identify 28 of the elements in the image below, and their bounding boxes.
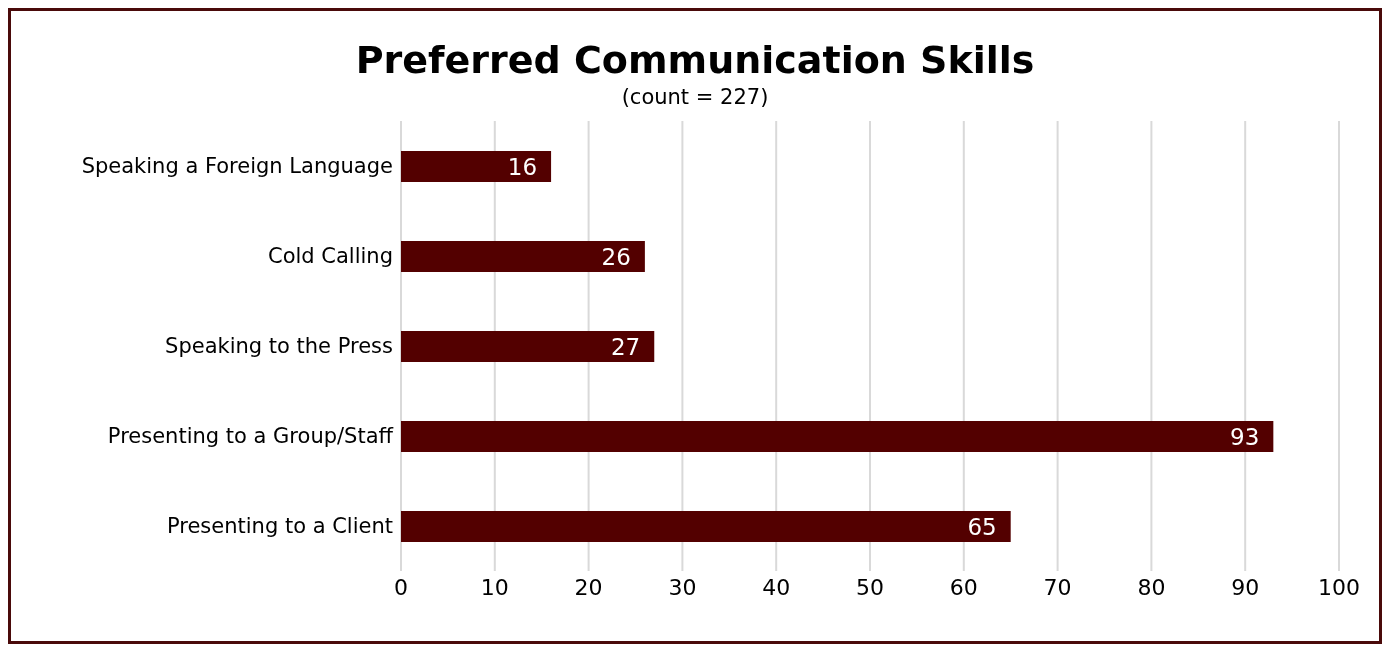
bar	[401, 151, 552, 182]
bar	[401, 511, 1011, 542]
x-tick-label: 100	[1318, 574, 1360, 600]
data-label: 27	[610, 333, 641, 360]
y-tick-label: Speaking a Foreign Language	[81, 154, 393, 179]
bar	[401, 241, 645, 272]
x-tick-label: 50	[856, 574, 884, 600]
x-tick-label: 20	[574, 574, 603, 600]
x-tick-label: 90	[1231, 574, 1260, 600]
chart-subtitle: (count = 227)	[620, 84, 770, 111]
x-tick-label: 80	[1137, 574, 1166, 600]
chart-title: Preferred Communication Skills	[354, 37, 1036, 83]
x-tick-label: 40	[762, 574, 791, 600]
y-tick-label: Presenting to a Client	[166, 514, 393, 539]
y-tick-label: Presenting to a Group/Staff	[107, 424, 394, 449]
x-tick-label: 60	[949, 574, 978, 600]
bar	[401, 331, 655, 362]
data-label: 16	[507, 153, 538, 180]
data-label: 65	[967, 513, 997, 540]
data-label: 93	[1230, 423, 1260, 450]
x-tick-label: 70	[1043, 574, 1072, 600]
y-tick-label: Cold Calling	[267, 244, 393, 269]
y-tick-label: Speaking to the Press	[165, 334, 393, 359]
x-tick-label: 30	[668, 574, 697, 600]
bar	[401, 421, 1274, 452]
x-tick-label: 10	[480, 574, 509, 600]
x-tick-label: 0	[394, 574, 408, 600]
data-label: 26	[601, 243, 631, 270]
